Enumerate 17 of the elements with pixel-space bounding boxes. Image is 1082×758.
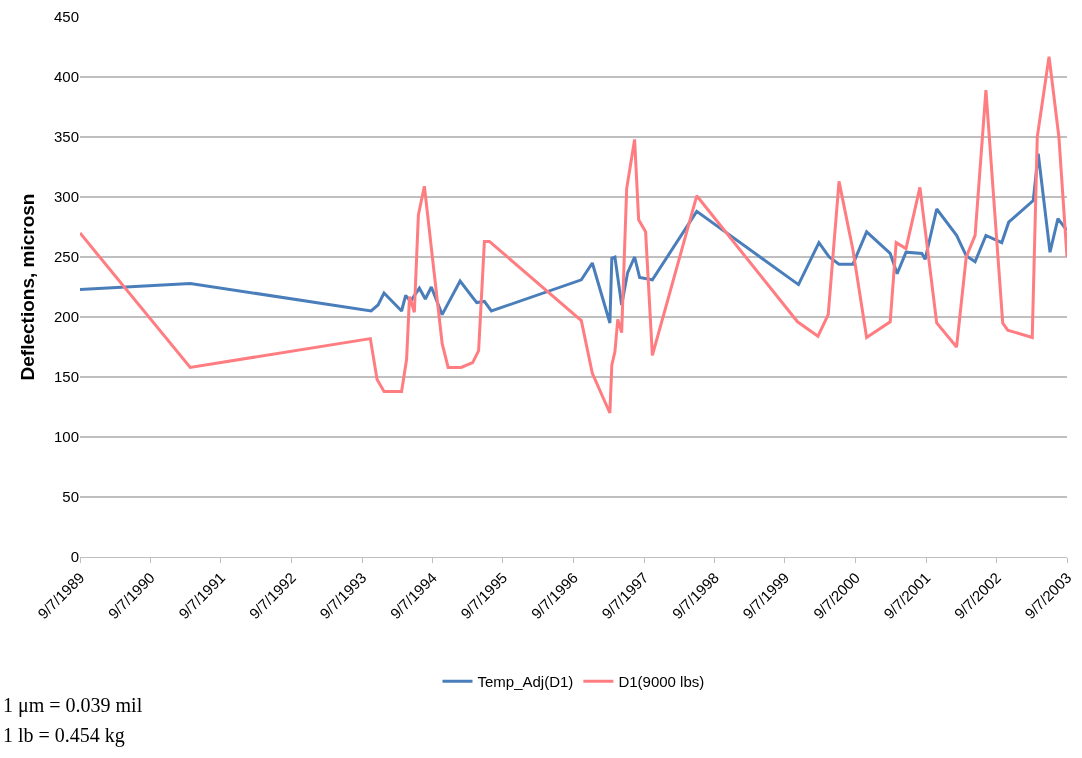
legend-label: D1(9000 lbs) [618,673,705,691]
y-tick-label: 100 [53,428,79,446]
y-tick-label: 450 [53,8,79,26]
y-tick-label: 300 [53,188,79,206]
y-tick-label: 50 [62,488,79,506]
y-tick-label: 250 [53,248,79,266]
y-tick-label: 0 [70,548,79,566]
y-tick-label: 150 [53,368,79,386]
line-series [80,152,1067,325]
y-axis-title: Deflections, microsn [16,193,38,381]
text: 1 μm = 0.039 mil [3,694,143,717]
y-tick-label: 400 [53,68,79,86]
text: 1 lb = 0.454 kg [3,724,125,747]
y-tick-label: 200 [53,308,79,326]
line-series [80,55,1067,415]
y-tick-label: 350 [53,128,79,146]
legend-label: Temp_Adj(D1) [477,673,574,691]
